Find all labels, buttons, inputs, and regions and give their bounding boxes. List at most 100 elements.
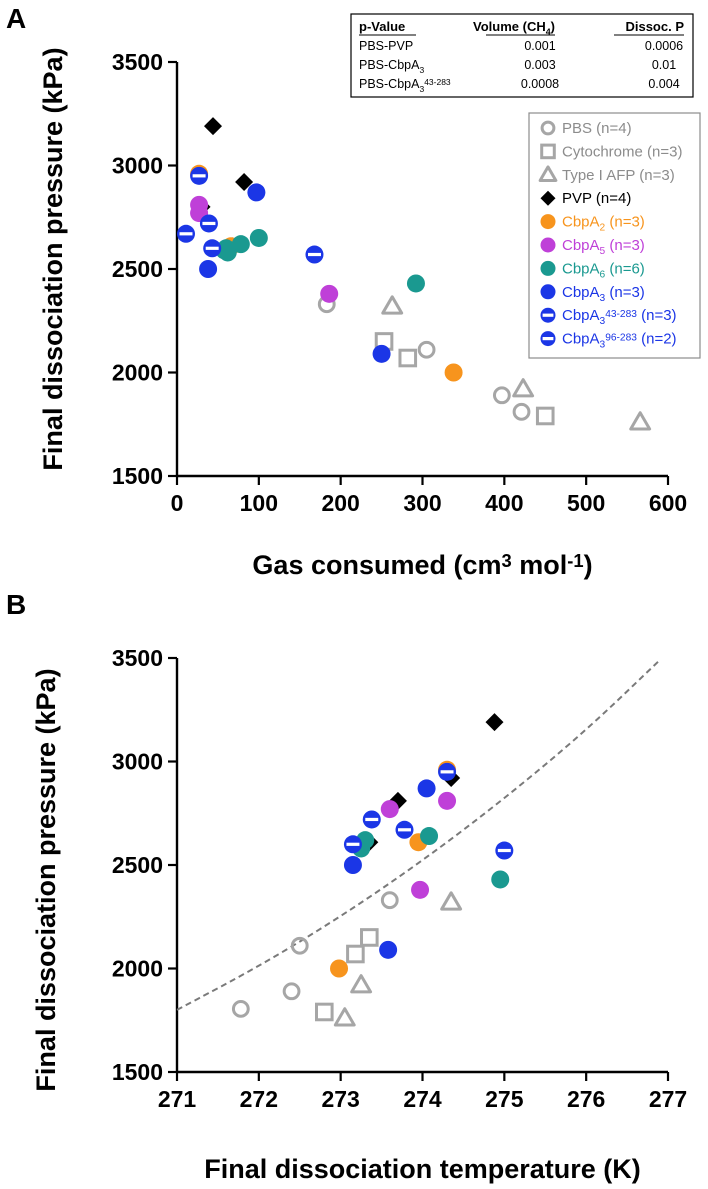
data-point — [249, 228, 268, 247]
data-point — [379, 940, 398, 959]
legend-marker — [540, 331, 556, 347]
legend-marker-stripe — [542, 337, 554, 341]
data-point — [305, 245, 324, 264]
data-point — [512, 378, 535, 398]
panel-label-a: A — [6, 3, 26, 34]
series-cbpa5 — [380, 791, 457, 899]
data-point — [417, 779, 436, 798]
legend-label: Cytochrome (n=3) — [562, 143, 682, 160]
pvalue-header-volume: Volume (CH4) — [473, 19, 555, 37]
legend-item-type-i-afp: Type I AFP (n=3) — [538, 165, 675, 184]
series-cbpa3-43-283 — [362, 762, 457, 839]
panel-label-b: B — [6, 589, 26, 620]
pvalue-row-label: PBS-PVP — [359, 39, 413, 53]
legend-item-cbpa2: CbpA2 (n=3) — [540, 214, 645, 234]
data-point-stripe — [346, 842, 360, 846]
y-tick-label: 3000 — [112, 153, 163, 179]
data-point — [350, 974, 373, 994]
data-point-stripe — [202, 221, 216, 226]
legend-item-cbpa5: CbpA5 (n=3) — [540, 237, 645, 257]
legend-label: CbpA2 (n=3) — [562, 214, 645, 234]
data-point — [333, 1007, 356, 1027]
legend-label: Type I AFP (n=3) — [562, 167, 675, 184]
data-point — [217, 239, 236, 258]
legend-marker — [540, 120, 556, 136]
data-point-stripe — [205, 246, 219, 250]
legend-marker — [538, 165, 558, 182]
legend: PBS (n=4) Cytochrome (n=3) Type I AFP (n=3… — [528, 112, 701, 359]
legend-marker-stripe — [542, 313, 554, 317]
data-point — [204, 117, 223, 136]
legend-border — [528, 112, 701, 359]
x-tick-label: 273 — [321, 1086, 359, 1112]
panel-b: B 271 272 273 274 275 276 277 1500 2000 2500 3000 35… — [6, 589, 687, 1184]
data-point — [320, 284, 339, 303]
data-point — [343, 856, 362, 874]
legend-marker — [540, 307, 556, 323]
data-point — [629, 411, 652, 431]
legend-item-cbpa3: CbpA3 (n=3) — [540, 284, 645, 304]
pvalue-row-volume: 0.0008 — [521, 77, 559, 91]
legend-label: CbpA343-283 (n=3) — [562, 307, 677, 327]
data-point — [485, 713, 504, 732]
x-tick-label: 272 — [240, 1086, 278, 1112]
series-cbpa3 — [343, 779, 436, 959]
data-point — [495, 841, 514, 860]
x-tick-label: 400 — [485, 490, 523, 516]
y-tick-label: 2000 — [112, 360, 163, 386]
data-point — [315, 1002, 334, 1022]
data-point — [290, 936, 309, 955]
x-tick-label: 275 — [485, 1086, 524, 1112]
x-tick-label: 276 — [567, 1086, 605, 1112]
data-point-stripe — [398, 828, 411, 832]
x-tick-label: 300 — [403, 490, 441, 516]
legend-marker — [540, 237, 556, 253]
pvalue-header-dissoc: Dissoc. P — [625, 19, 684, 34]
data-point — [199, 214, 218, 233]
series-pvp — [192, 117, 254, 256]
pvalue-header-label: p-Value — [359, 19, 405, 34]
pvalue-table-border — [350, 13, 694, 98]
data-point — [411, 880, 430, 899]
data-point — [440, 891, 463, 911]
legend-marker — [540, 214, 556, 230]
data-point — [398, 348, 418, 368]
data-point — [444, 363, 463, 382]
x-tick-label: 200 — [321, 490, 359, 516]
legend-item-cbpa3-43-283: CbpA343-283 (n=3) — [540, 307, 677, 327]
pvalue-row-label: PBS-CbpA3 — [359, 58, 424, 75]
legend-item-pvp: PVP (n=4) — [540, 190, 631, 207]
data-point — [247, 183, 266, 202]
data-point-stripe — [192, 174, 206, 178]
x-axis-title: Final dissociation temperature (K) — [204, 1154, 641, 1184]
y-tick-label: 1500 — [112, 463, 163, 489]
legend-label: CbpA5 (n=3) — [562, 237, 645, 257]
pvalue-row-label: PBS-CbpA343-283 — [359, 77, 451, 94]
y-axis-title: Final dissociation pressure (kPa) — [38, 47, 68, 470]
data-point — [362, 810, 381, 829]
series-pbs — [317, 295, 531, 421]
series-cytochrome — [374, 332, 555, 426]
data-point — [231, 999, 250, 1018]
y-tick-label: 2000 — [112, 956, 163, 982]
panel-a: A 0 100 200 300 400 500 600 1500 2000 2500 3000 3500… — [6, 3, 701, 580]
x-tick-label: 0 — [171, 490, 184, 516]
pvalue-row-dissoc: 0.0006 — [645, 39, 683, 53]
legend-label: PVP (n=4) — [562, 190, 631, 207]
data-point — [438, 762, 457, 781]
x-tick-label: 277 — [649, 1086, 687, 1112]
data-point — [535, 406, 555, 426]
legend-item-cbpa6: CbpA6 (n=6) — [540, 260, 645, 280]
series-cbpa3-43-283 — [190, 166, 222, 258]
data-point — [512, 402, 531, 421]
series-type-i-afp — [333, 891, 463, 1027]
data-point — [438, 791, 457, 810]
y-tick-label: 3000 — [112, 749, 163, 775]
series-pbs — [231, 891, 399, 1018]
series-cytochrome — [315, 928, 379, 1022]
data-point — [406, 274, 425, 293]
x-tick-label: 500 — [567, 490, 605, 516]
pvalue-row-volume: 0.003 — [524, 58, 555, 72]
data-point — [491, 870, 510, 889]
legend-item-cbpa3-96-283: CbpA396-283 (n=2) — [540, 331, 677, 351]
